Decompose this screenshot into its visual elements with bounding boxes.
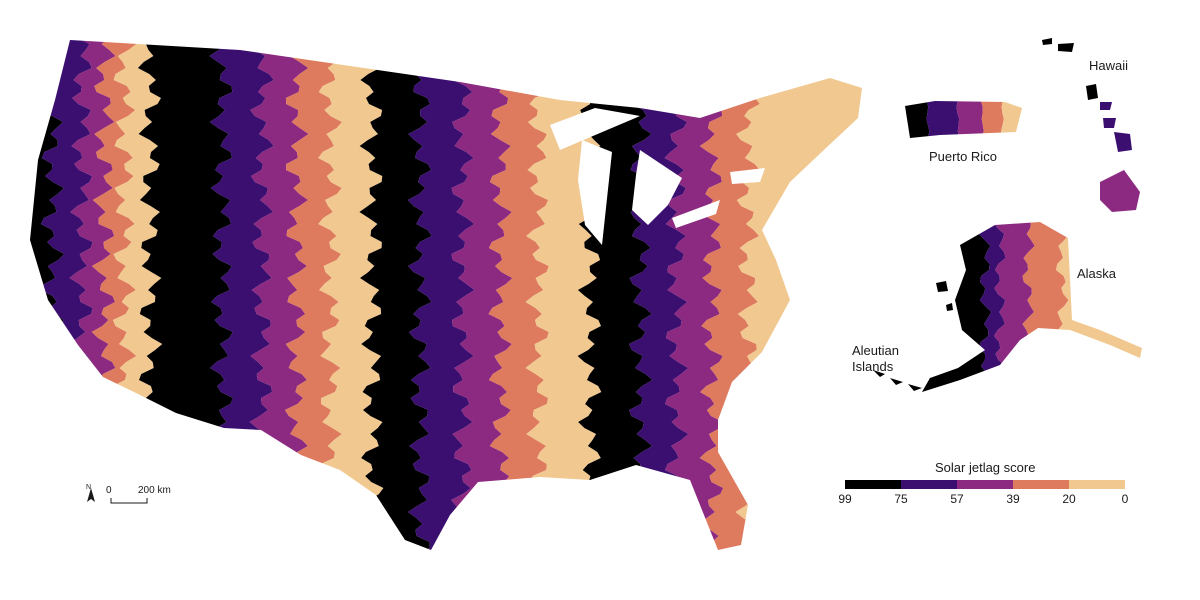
scale-bar [87,488,148,504]
jetlag-band [525,40,602,550]
north-label: N [86,484,92,491]
hawaii-islands [1042,38,1140,212]
jetlag-band [922,222,992,392]
jetlag-band [488,40,550,550]
legend-tick-label: 20 [1062,492,1076,506]
jetlag-band [318,40,384,550]
legend-swatch [1069,480,1125,489]
aleutian-islands-label: Aleutian Islands [852,343,899,375]
jetlag-band [956,101,984,138]
legend-tick-label: 0 [1121,492,1129,506]
legend-swatch [901,480,957,489]
puerto-rico-label: Puerto Rico [929,149,997,164]
alaska-label: Alaska [1077,266,1117,281]
jetlag-band [91,40,137,550]
jetlag-band [450,40,513,550]
legend-swatch [845,480,901,489]
jetlag-band [1056,222,1142,392]
alaska-map [922,222,1142,392]
puerto-rico-map [905,101,1022,138]
jetlag-band [926,101,960,138]
legend-title: Solar jetlag score [935,460,1036,475]
jetlag-band [664,40,724,550]
jetlag-band [980,101,1004,138]
scale-distance-label: 200 km [138,485,171,496]
great-lakes [550,108,765,245]
jetlag-band [1001,101,1022,138]
legend-color-bar [845,480,1125,489]
jetlag-band [629,40,689,550]
legend-swatch [957,480,1013,489]
scale-line [110,498,148,504]
aleutian-label-line2: Islands [852,359,894,374]
legend-tick-label: 39 [1006,492,1020,506]
aleutian-label-line1: Aleutian [852,343,899,358]
legend-tick-label: 99 [838,492,852,506]
jetlag-band [905,101,930,138]
legend-tick-label: 75 [894,492,908,506]
hawaii-label: Hawaii [1089,58,1129,73]
legend-swatch [1013,480,1069,489]
jetlag-band [978,222,1006,392]
aleutian-islands [873,281,953,391]
jetlag-band [407,40,475,550]
scale-zero-label: 0 [106,485,112,496]
jetlag-band [284,40,343,550]
north-arrow-icon [87,488,95,502]
legend-tick-label: 57 [950,492,964,506]
jetlag-band [359,40,432,550]
